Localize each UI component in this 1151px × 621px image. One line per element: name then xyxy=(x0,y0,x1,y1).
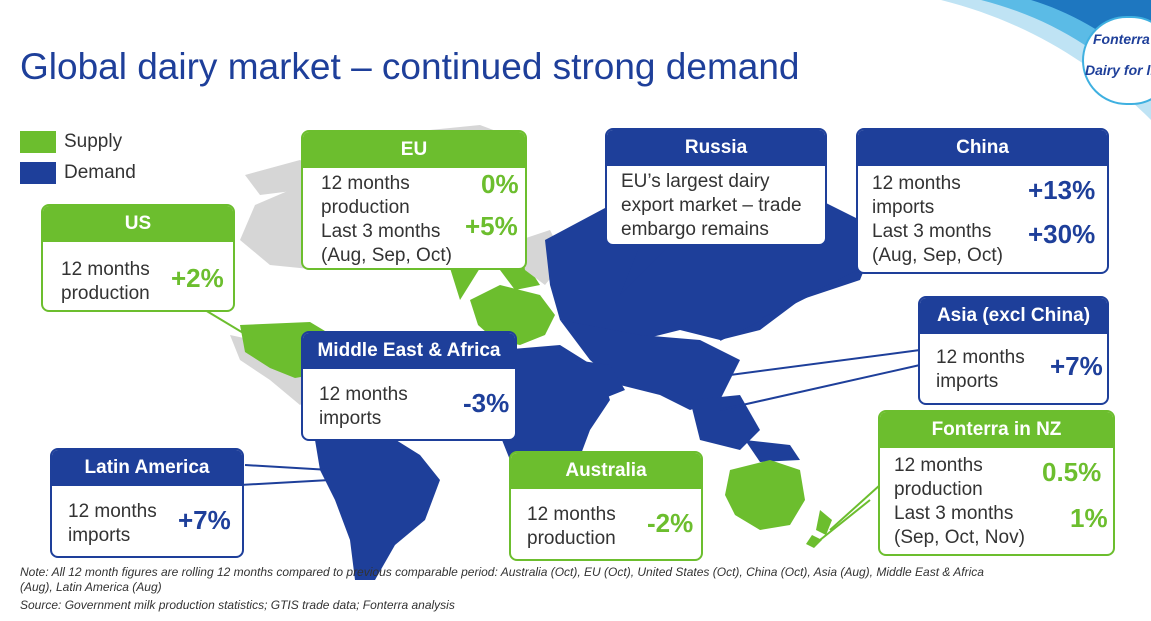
us-label-line1: 12 months xyxy=(61,259,150,280)
brand-tagline: Dairy for life xyxy=(1085,62,1151,78)
us-callout-title: US xyxy=(43,206,233,242)
mea-callout: Middle East & Africa 12 months imports -… xyxy=(301,331,517,441)
australia-label-line1: 12 months xyxy=(527,504,616,525)
mea-callout-title: Middle East & Africa xyxy=(303,333,515,369)
nz-row2-label-line2: (Sep, Oct, Nov) xyxy=(894,527,1025,548)
latam-label-line1: 12 months xyxy=(68,501,157,522)
china-row1-value: +13% xyxy=(1028,175,1096,205)
eu-row1-value: 0% xyxy=(481,169,519,199)
china-row1-label-line1: 12 months xyxy=(872,173,961,194)
nz-row1-value: 0.5% xyxy=(1042,457,1102,487)
legend-swatch-supply xyxy=(20,131,56,153)
australia-callout-title: Australia xyxy=(511,453,701,489)
us-callout: US 12 months production +2% xyxy=(41,204,235,312)
us-value: +2% xyxy=(171,263,224,293)
australia-callout: Australia 12 months production -2% xyxy=(509,451,703,561)
legend-item-supply: Supply xyxy=(20,131,122,153)
us-label-line2: production xyxy=(61,283,150,304)
latam-callout-title: Latin America xyxy=(52,450,242,486)
eu-callout: EU 12 months production 0% Last 3 months… xyxy=(301,130,527,270)
latam-value: +7% xyxy=(178,505,231,535)
mea-label-line1: 12 months xyxy=(319,384,408,405)
fonterra-logo xyxy=(1082,16,1151,105)
asia-label-line1: 12 months xyxy=(936,347,1025,368)
eu-row1-label-line1: 12 months xyxy=(321,173,410,194)
russia-text-line2: export market – trade xyxy=(621,195,802,216)
russia-text-line1: EU’s largest dairy xyxy=(621,171,770,192)
brand-name: Fonterra xyxy=(1093,31,1150,47)
nz-callout: Fonterra in NZ 12 months production 0.5%… xyxy=(878,410,1115,556)
eu-callout-title: EU xyxy=(303,132,525,168)
nz-row1-label-line2: production xyxy=(894,479,983,500)
latam-callout: Latin America 12 months imports +7% xyxy=(50,448,244,558)
page-title: Global dairy market – continued strong d… xyxy=(20,46,800,87)
eu-row2-label-line2: (Aug, Sep, Oct) xyxy=(321,245,452,266)
asia-callout: Asia (excl China) 12 months imports +7% xyxy=(918,296,1109,405)
eu-row2-value: +5% xyxy=(465,211,518,241)
russia-text-line3: embargo remains xyxy=(621,219,769,240)
nz-callout-title: Fonterra in NZ xyxy=(880,412,1113,448)
china-callout: China 12 months imports +13% Last 3 mont… xyxy=(856,128,1109,274)
legend-item-demand: Demand xyxy=(20,162,136,184)
china-row2-label-line1: Last 3 months xyxy=(872,221,992,242)
note-line1: Note: All 12 month figures are rolling 1… xyxy=(20,565,984,579)
eu-row2-label-line1: Last 3 months xyxy=(321,221,441,242)
china-callout-title: China xyxy=(858,130,1107,166)
eu-row1-label-line2: production xyxy=(321,197,410,218)
source-note: Source: Government milk production stati… xyxy=(20,598,455,612)
asia-value: +7% xyxy=(1050,351,1103,381)
australia-value: -2% xyxy=(647,508,694,538)
asia-callout-title: Asia (excl China) xyxy=(920,298,1107,334)
mea-value: -3% xyxy=(463,388,510,418)
china-row1-label-line2: imports xyxy=(872,197,935,218)
legend-label-demand: Demand xyxy=(64,162,136,183)
australia-label-line2: production xyxy=(527,528,616,549)
asia-label-line2: imports xyxy=(936,371,999,392)
russia-callout: Russia EU’s largest dairy export market … xyxy=(605,128,827,246)
legend-swatch-demand xyxy=(20,162,56,184)
russia-callout-title: Russia xyxy=(607,130,825,166)
latam-label-line2: imports xyxy=(68,525,131,546)
note-line2: (Aug), Latin America (Aug) xyxy=(20,580,162,594)
legend-label-supply: Supply xyxy=(64,131,123,152)
china-row2-label-line2: (Aug, Sep, Oct) xyxy=(872,245,1003,266)
nz-row2-label-line1: Last 3 months xyxy=(894,503,1014,524)
nz-row1-label-line1: 12 months xyxy=(894,455,983,476)
mea-label-line2: imports xyxy=(319,408,382,429)
nz-row2-value: 1% xyxy=(1070,503,1108,533)
china-row2-value: +30% xyxy=(1028,219,1096,249)
